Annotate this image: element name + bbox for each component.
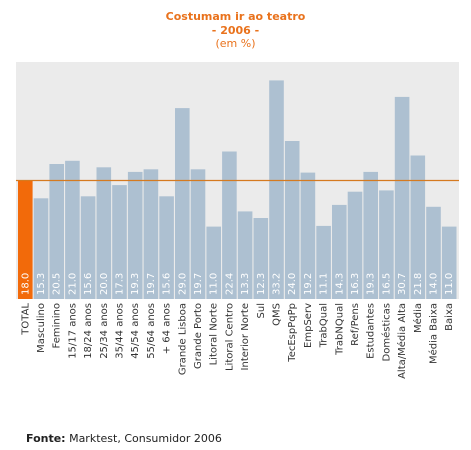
category-label-12: Litoral Norte [209, 303, 220, 365]
category-label-25: Média [412, 303, 424, 333]
data-label-26: 14.0 [429, 273, 440, 295]
data-label-20: 14.3 [334, 273, 345, 295]
category-label-10: Grande Lisboa [177, 303, 188, 375]
bar-1 [33, 198, 49, 299]
bar-11 [190, 169, 206, 299]
source-label: Fonte: [26, 432, 66, 445]
data-label-1: 15.3 [36, 273, 47, 295]
data-label-10: 29.0 [177, 273, 188, 295]
bar-26 [426, 206, 441, 299]
category-label-20: TrabNQual [334, 303, 345, 356]
bar-13 [222, 151, 237, 299]
category-label-17: TecEspPqPp [287, 303, 298, 363]
category-label-3: 15/17 anos [67, 303, 78, 359]
category-label-27: Baixa [444, 303, 455, 331]
data-label-14: 13.3 [240, 273, 251, 295]
category-label-6: 35/44 anos [115, 303, 126, 359]
bar-12 [206, 226, 221, 299]
chart-title: Costumam ir ao teatro [165, 10, 306, 23]
data-label-7: 19.3 [130, 273, 141, 295]
bar-18 [300, 172, 316, 299]
data-label-9: 15.6 [162, 273, 173, 295]
category-label-23: Domésticas [380, 303, 392, 361]
bar-6 [112, 185, 127, 299]
bar-2 [49, 164, 64, 299]
category-label-26: Média Baixa [428, 303, 440, 364]
category-label-16: QMS [272, 303, 283, 326]
bar-5 [96, 167, 112, 299]
category-label-9: + 64 anos [162, 303, 173, 354]
data-label-19: 11.1 [319, 273, 330, 295]
category-label-13: Litoral Centro [224, 303, 235, 371]
bar-15 [253, 218, 269, 299]
data-label-11: 19.7 [193, 273, 204, 295]
bar-25 [410, 155, 426, 299]
chart-subtitle: - 2006 - [211, 24, 260, 37]
bar-4 [80, 196, 96, 299]
category-label-24: Alta/Média Alta [396, 303, 408, 379]
bar-23 [379, 190, 394, 299]
category-label-22: Estudantes [366, 303, 377, 359]
bar-20 [332, 204, 347, 299]
bar-24 [394, 96, 410, 300]
data-label-13: 22.4 [224, 273, 235, 295]
bar-9 [159, 196, 174, 299]
category-label-2: Feminino [52, 303, 63, 348]
data-label-22: 19.3 [366, 273, 377, 295]
category-label-5: 25/34 anos [99, 303, 110, 359]
bar-0 [18, 180, 33, 299]
data-label-3: 21.0 [67, 273, 78, 295]
category-label-4: 18/24 anos [83, 303, 94, 359]
bar-21 [347, 191, 363, 299]
bar-16 [269, 80, 284, 300]
category-label-0: TOTAL [20, 303, 31, 336]
data-label-21: 16.3 [350, 273, 361, 295]
bar-14 [237, 211, 253, 299]
source-text: Marktest, Consumidor 2006 [69, 432, 222, 445]
bar-10 [175, 108, 190, 299]
category-label-8: 55/64 anos [146, 303, 157, 359]
category-label-15: Sul [256, 303, 267, 318]
category-label-1: Masculino [36, 303, 47, 353]
data-label-0: 18.0 [20, 273, 31, 295]
chart-unit: (em %) [215, 37, 256, 50]
category-label-18: EmpServ [303, 303, 314, 348]
data-label-2: 20.5 [52, 273, 63, 295]
category-label-19: TrabQual [319, 303, 330, 348]
data-label-24: 30.7 [397, 273, 408, 295]
data-label-8: 19.7 [146, 273, 157, 295]
bar-7 [127, 171, 143, 299]
data-label-18: 19.2 [303, 273, 314, 295]
data-label-27: 11.0 [444, 273, 455, 295]
category-label-7: 45/54 anos [130, 303, 141, 359]
data-label-16: 33.2 [272, 273, 283, 295]
data-label-17: 24.0 [287, 273, 298, 295]
category-label-21: Ref/Pens [350, 303, 361, 346]
data-label-5: 20.0 [99, 273, 110, 295]
category-label-11: Grande Porto [193, 303, 204, 369]
bar-3 [65, 160, 80, 300]
data-label-4: 15.6 [83, 273, 94, 295]
data-label-23: 16.5 [381, 273, 392, 295]
data-label-6: 17.3 [115, 273, 126, 295]
data-label-25: 21.8 [413, 273, 424, 295]
source-footer: Fonte: Marktest, Consumidor 2006 [26, 432, 222, 445]
category-label-14: Interior Norte [240, 303, 251, 370]
data-label-15: 12.3 [256, 273, 267, 295]
bar-22 [363, 171, 378, 299]
bar-19 [316, 225, 331, 299]
bar-27 [441, 226, 457, 299]
bar-8 [143, 169, 159, 299]
data-label-12: 11.0 [209, 273, 220, 295]
